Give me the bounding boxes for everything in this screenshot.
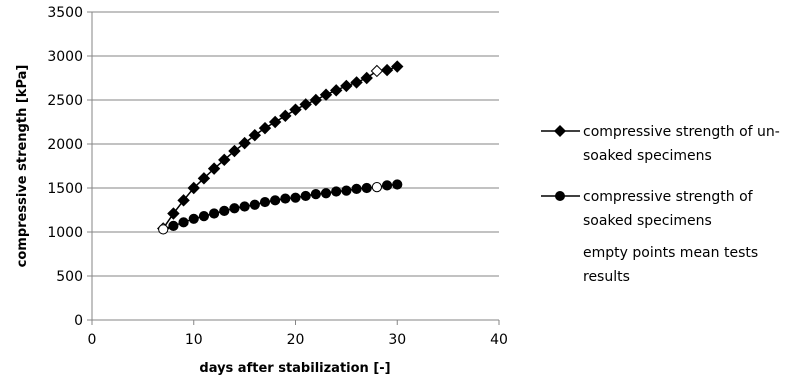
diamond-point: [197, 172, 211, 185]
legend: compressive strength of un- soaked speci…: [541, 124, 780, 285]
circle-point: [331, 186, 342, 197]
series-line: [162, 65, 398, 229]
circle-point: [239, 201, 250, 212]
series-soaked: [158, 179, 403, 235]
diamond-point: [167, 207, 180, 220]
x-axis-title: days after stabilization [-]: [199, 361, 390, 376]
y-tick-label: 3500: [47, 5, 83, 21]
legend-note-line1: empty points mean tests: [583, 245, 758, 261]
circle-point: [198, 211, 210, 222]
diamond-point: [207, 162, 221, 175]
series-unsoaked: [157, 60, 404, 235]
diamond-point: [268, 115, 282, 129]
diamond-point: [391, 60, 404, 73]
diamond-point: [289, 103, 302, 116]
circle-point: [341, 185, 352, 196]
legend-label-soaked-line1: compressive strength of: [583, 189, 754, 205]
x-tick-label: 40: [490, 332, 508, 348]
circle-point: [168, 220, 179, 231]
legend-label-unsoaked-line2: soaked specimens: [583, 148, 712, 164]
circle-point: [259, 196, 271, 208]
diamond-point: [228, 144, 241, 158]
diamond-point: [309, 93, 323, 107]
circle-point: [249, 199, 260, 210]
circle-point: [209, 208, 220, 219]
diamond-point: [350, 76, 363, 89]
diamond-point: [340, 79, 353, 93]
series-line: [162, 183, 398, 231]
circle-point: [219, 205, 230, 216]
circle-point: [188, 213, 199, 224]
circle-point: [392, 179, 403, 190]
y-tick-label: 2500: [47, 93, 83, 109]
y-tick-label: 1500: [47, 181, 83, 197]
y-tick-labels: 0 500 1000 1500 2000 2500 3000 3500: [47, 5, 92, 329]
legend-note-line2: results: [583, 269, 630, 285]
diamond-point: [177, 194, 190, 207]
x-tick-label: 20: [287, 332, 305, 348]
circle-point: [178, 217, 189, 228]
y-tick-label: 1000: [47, 225, 83, 241]
circle-point: [229, 203, 240, 214]
diamond-point: [248, 128, 262, 142]
hollow-circle-point: [371, 182, 382, 193]
legend-diamond-marker: [554, 125, 566, 137]
legend-circle-marker: [555, 191, 565, 201]
y-tick-label: 2000: [47, 137, 83, 153]
circle-point: [361, 182, 372, 194]
diamond-point: [319, 88, 333, 101]
y-tick-label: 3000: [47, 49, 83, 65]
diamond-point: [299, 98, 312, 111]
hollow-diamond-point: [370, 64, 384, 78]
circle-point: [381, 180, 393, 191]
legend-label-soaked-line2: soaked specimens: [583, 213, 712, 229]
diamond-point: [380, 63, 394, 77]
circle-point: [310, 189, 321, 200]
diamond-point: [218, 153, 231, 167]
legend-entry-soaked: compressive strength of soaked specimens: [541, 189, 754, 229]
axes: [91, 12, 499, 321]
diamond-point: [187, 181, 200, 195]
y-tick-label: 0: [74, 313, 83, 329]
hollow-circle-point: [158, 224, 169, 235]
x-tick-label: 10: [185, 332, 203, 348]
legend-entry-unsoaked: compressive strength of un- soaked speci…: [541, 124, 780, 164]
diamond-point: [329, 84, 343, 97]
circle-point: [300, 190, 311, 202]
diamond-point: [258, 121, 272, 135]
y-axis-title: compressive strength [kPa]: [15, 65, 30, 268]
diamond-point: [279, 109, 292, 123]
circle-point: [270, 195, 281, 206]
circle-point: [280, 193, 291, 204]
x-tick-label: 30: [388, 332, 406, 348]
circle-point: [351, 183, 362, 194]
diamond-point: [238, 136, 251, 150]
series-group: [157, 60, 404, 235]
x-tick-label: 0: [88, 332, 97, 348]
x-tick-labels: 0 10 20 30 40: [88, 320, 508, 348]
y-tick-label: 500: [56, 269, 83, 285]
circle-point: [320, 188, 332, 199]
gridlines: [92, 11, 499, 277]
diamond-point: [360, 71, 373, 85]
legend-label-unsoaked-line1: compressive strength of un-: [583, 124, 780, 140]
circle-point: [290, 192, 301, 203]
